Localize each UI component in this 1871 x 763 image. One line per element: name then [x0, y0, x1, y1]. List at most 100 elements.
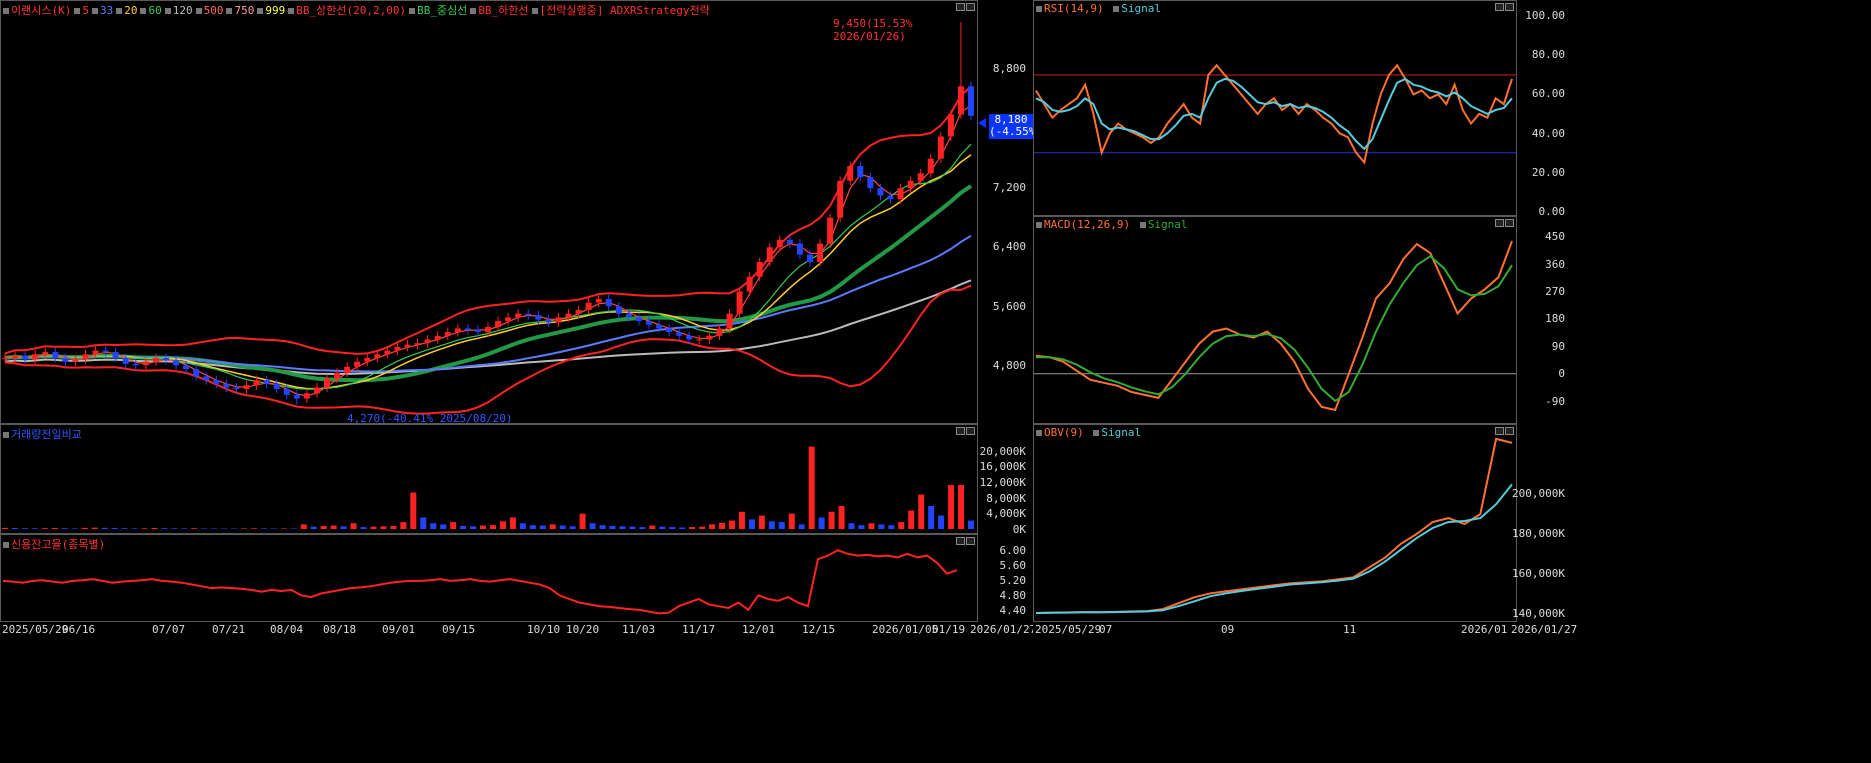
pane-close-button[interactable]: [1505, 3, 1514, 11]
y-tick-label: 90: [1551, 339, 1565, 353]
rsi-series-line: [1035, 63, 1513, 165]
legend-swatch: [1113, 6, 1120, 12]
volume-bar: [71, 528, 78, 529]
y-tick-label: 5.20: [999, 573, 1027, 587]
candle-body: [112, 352, 119, 358]
macd-pane[interactable]: MACD(12,26,9) Signal: [1033, 216, 1517, 424]
x-tick-label: 09/15: [442, 623, 476, 636]
candle-body: [736, 291, 743, 314]
volume-bar: [91, 527, 98, 529]
volume-bar: [161, 528, 168, 529]
candle-body: [485, 326, 491, 333]
candle-body: [464, 328, 471, 330]
macd-legend: MACD(12,26,9) Signal: [1036, 218, 1190, 231]
volume-bar: [111, 527, 118, 529]
y-tick-label: 20.00: [1531, 165, 1565, 179]
volume-bar: [599, 525, 606, 529]
candle-body: [575, 309, 582, 314]
volume-bar: [380, 526, 387, 529]
candle-body: [817, 243, 824, 262]
pane-close-button[interactable]: [966, 427, 975, 435]
y-tick-label: 5.60: [999, 559, 1027, 573]
volume-bar: [549, 524, 556, 529]
volume-bar: [21, 528, 28, 529]
x-tick-label: 08/04: [270, 623, 304, 636]
candle-body: [263, 380, 270, 384]
credit-pane[interactable]: 신용잔고율(종목별): [0, 534, 978, 622]
candle-body: [42, 352, 49, 355]
volume-bar: [639, 527, 646, 529]
candle-body: [173, 360, 180, 366]
rsi-pane[interactable]: RSI(14,9) Signal: [1033, 0, 1517, 216]
pane-close-button[interactable]: [1505, 219, 1514, 227]
pane-close-button[interactable]: [1505, 427, 1514, 435]
y-tick-label: 100.00: [1525, 8, 1565, 22]
volume-bar: [609, 525, 616, 529]
pane-close-button[interactable]: [966, 537, 975, 545]
candle-body: [434, 335, 441, 340]
price-chart-pane[interactable]: 이랜시스(K) 5 33 20 60 120 500 750 999 BB_상한선(20,2,00…: [0, 0, 978, 425]
legend-item: 33: [99, 4, 114, 17]
candle-body: [555, 317, 562, 323]
y-tick-label: 140,000K: [1512, 607, 1565, 620]
candle-body: [907, 180, 914, 189]
current-price: 8,180: [994, 113, 1028, 126]
candle-body: [2, 357, 8, 359]
volume-bar: [888, 525, 895, 529]
legend-item: 60: [148, 4, 162, 17]
candle-body: [364, 357, 371, 362]
volume-pane[interactable]: 거래량전일비교: [0, 424, 978, 534]
volume-bar: [878, 524, 885, 529]
candle-body: [726, 313, 733, 329]
pane-maximize-button[interactable]: [956, 537, 965, 545]
volume-bar: [629, 526, 636, 529]
legend-swatch: [288, 8, 295, 14]
candle-body: [404, 344, 411, 347]
y-tick-label: 0K: [1012, 523, 1026, 536]
pane-maximize-button[interactable]: [956, 3, 965, 11]
volume-bar: [81, 527, 88, 529]
pane-maximize-button[interactable]: [1495, 3, 1504, 11]
candle-body: [807, 254, 813, 262]
candle-body: [233, 387, 240, 389]
volume-bar: [699, 526, 706, 529]
legend-item: BB_상한선(20,2,00): [296, 4, 407, 17]
candle-body: [92, 350, 99, 355]
current-price-badge: 8,180 (-4.55%): [989, 113, 1042, 139]
candle-body: [716, 328, 723, 336]
volume-bar: [768, 521, 775, 529]
legend-item: BB_중심선: [417, 4, 468, 17]
candle-body: [303, 393, 310, 399]
rsi-signal-label: Signal: [1121, 2, 1161, 15]
volume-bar: [619, 526, 626, 529]
candle-body: [273, 383, 280, 389]
rsi-chart-svg: [1034, 63, 1516, 165]
volume-bar: [898, 522, 905, 529]
candle-body: [565, 313, 572, 318]
volume-bar: [489, 525, 496, 529]
obv-legend: OBV(9) Signal: [1036, 426, 1144, 439]
legend-item: 500: [203, 4, 224, 17]
pane-maximize-button[interactable]: [956, 427, 965, 435]
volume-bar: [250, 528, 257, 529]
legend-swatch: [1036, 222, 1042, 228]
pane-close-button[interactable]: [966, 3, 975, 11]
volume-bar: [649, 525, 656, 529]
candle-body: [132, 363, 139, 366]
obv-pane[interactable]: OBV(9) Signal: [1033, 424, 1517, 622]
volume-bar: [300, 524, 307, 529]
x-tick-label: 09/01: [382, 623, 416, 636]
volume-bar: [948, 484, 955, 529]
candle-body: [837, 180, 844, 218]
pane-maximize-button[interactable]: [1495, 427, 1504, 435]
obv-y-axis: 200,000K 180,000K 160,000K 140,000K: [1512, 424, 1571, 622]
y-tick-label: 80.00: [1531, 48, 1565, 62]
volume-bar: [928, 506, 935, 529]
candle-body: [454, 328, 461, 333]
volume-bar: [410, 492, 417, 529]
pane-maximize-button[interactable]: [1495, 219, 1504, 227]
volume-bar: [260, 528, 267, 529]
candle-body: [152, 357, 159, 362]
macd-series-line: [1036, 254, 1513, 403]
volume-bar: [470, 526, 477, 529]
